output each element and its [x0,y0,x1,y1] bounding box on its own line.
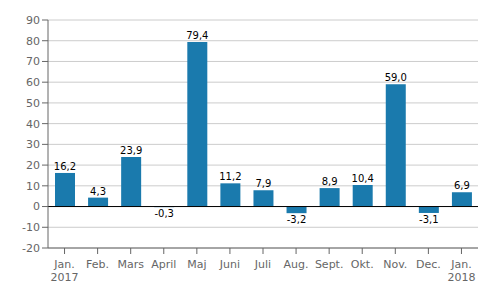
svg-text:20: 20 [26,159,40,172]
svg-text:6,9: 6,9 [454,180,470,191]
svg-text:10: 10 [26,180,40,193]
svg-text:April: April [151,258,176,271]
svg-text:Mars: Mars [117,258,144,271]
svg-text:Maj: Maj [187,258,206,271]
svg-text:Feb.: Feb. [86,258,109,271]
svg-text:Jan.2018: Jan.2018 [447,258,475,284]
svg-text:16,2: 16,2 [54,161,76,172]
svg-text:40: 40 [26,118,40,131]
svg-text:-3,2: -3,2 [287,214,307,225]
svg-text:23,9: 23,9 [120,145,142,156]
svg-text:Jan.2017: Jan.2017 [51,258,79,284]
svg-text:7,9: 7,9 [256,178,272,189]
svg-text:Juni: Juni [219,258,240,271]
svg-text:59,0: 59,0 [385,72,407,83]
svg-text:90: 90 [26,14,40,27]
svg-text:70: 70 [26,55,40,68]
svg-text:4,3: 4,3 [90,186,106,197]
svg-text:60: 60 [26,76,40,89]
svg-text:-20: -20 [22,242,40,255]
svg-text:80: 80 [26,35,40,48]
svg-text:Nov.: Nov. [383,258,407,271]
svg-text:Sept.: Sept. [315,258,344,271]
svg-text:10,4: 10,4 [352,173,374,184]
svg-text:79,4: 79,4 [186,30,208,41]
svg-text:8,9: 8,9 [322,176,338,187]
svg-text:Okt.: Okt. [351,258,374,271]
svg-text:Aug.: Aug. [284,258,309,271]
svg-text:50: 50 [26,97,40,110]
svg-text:-10: -10 [22,221,40,234]
svg-text:30: 30 [26,138,40,151]
svg-text:-0,3: -0,3 [154,208,174,219]
svg-text:11,2: 11,2 [219,171,241,182]
svg-text:-3,1: -3,1 [419,214,439,225]
svg-text:Dec.: Dec. [416,258,441,271]
svg-text:Juli: Juli [254,258,271,271]
svg-text:0: 0 [33,200,40,213]
